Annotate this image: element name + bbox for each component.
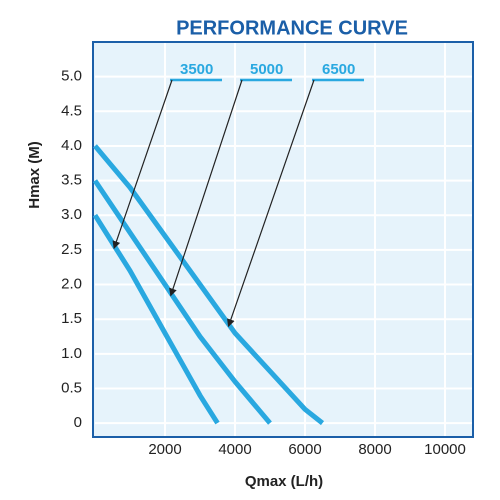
y-tick-label: 2.0	[61, 276, 82, 293]
y-tick-label: 3.0	[61, 206, 82, 223]
legend-arrow	[169, 79, 243, 297]
x-tick-label: 10000	[424, 441, 466, 458]
y-tick-label: 4.0	[61, 137, 82, 154]
y-tick-label: 1.0	[61, 345, 82, 362]
y-axis-label: Hmax (M)	[26, 141, 43, 209]
legend-label: 5000	[250, 61, 283, 78]
curve	[93, 144, 325, 426]
y-tick-label: 2.5	[61, 241, 82, 258]
y-tick-label: 5.0	[61, 68, 82, 85]
x-tick-label: 2000	[148, 441, 181, 458]
legend-label: 6500	[322, 61, 355, 78]
y-tick-label: 0	[74, 414, 82, 431]
chart-title: PERFORMANCE CURVE	[176, 17, 408, 39]
plot-background	[93, 42, 473, 437]
y-tick-label: 3.5	[61, 172, 82, 189]
legend-arrow	[227, 79, 315, 328]
x-tick-label: 8000	[358, 441, 391, 458]
legend-label: 3500	[180, 61, 213, 78]
x-tick-label: 6000	[288, 441, 321, 458]
y-tick-label: 4.5	[61, 102, 82, 119]
curve	[92, 179, 272, 425]
y-tick-label: 1.5	[61, 310, 82, 327]
legend-arrow	[112, 79, 173, 250]
y-tick-label: 0.5	[61, 379, 82, 396]
x-axis-label: Qmax (L/h)	[245, 473, 323, 490]
plot-border	[92, 41, 474, 438]
x-tick-label: 4000	[218, 441, 251, 458]
